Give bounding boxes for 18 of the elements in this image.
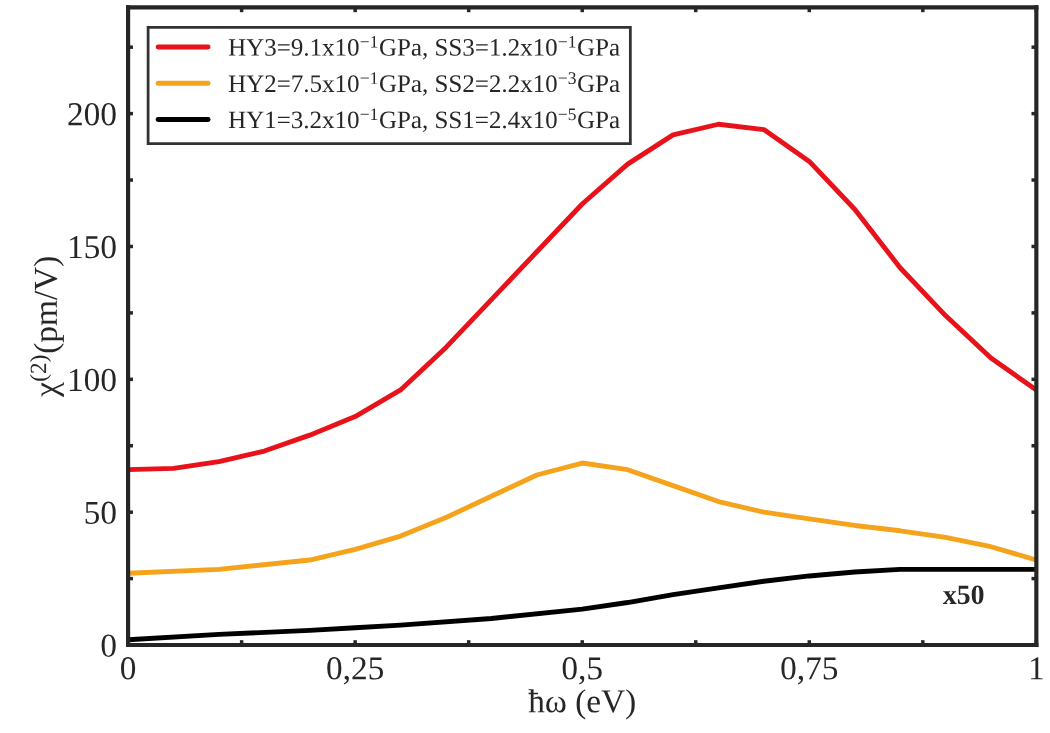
x-tick-label: 0,5 xyxy=(562,657,602,685)
line-series xyxy=(128,566,1037,643)
x-axis-title: ħω (eV) xyxy=(528,689,635,720)
y-tick-label: 150 xyxy=(69,235,116,259)
y-tick-label: 100 xyxy=(69,368,116,392)
line-series xyxy=(128,460,1037,576)
legend-label: HY2=7.5x10$^{−1}$GPa, SS2=2.2x10$^{−3}$GPa xyxy=(228,72,620,96)
legend-label: HY1=3.2x10$^{−1}$GPa, SS1=2.4x10$^{−5}$GPa xyxy=(228,108,620,132)
x-tick-label: 0 xyxy=(121,657,136,680)
x-tick-label: 0,25 xyxy=(327,657,384,685)
y-tick-label: 200 xyxy=(68,103,116,126)
x-tick-label: 0,75 xyxy=(781,657,838,685)
legend-label: HY3=9.1x10$^{−1}$GPa, SS3=1.2x10$^{−1}$GPa xyxy=(228,36,620,60)
y-tick-label: 0 xyxy=(101,634,116,657)
y-axis-title: χ$^{(2)}$(pm/V) xyxy=(29,257,64,397)
annotation: x50 xyxy=(942,585,984,605)
x-tick-label: 1 xyxy=(1030,657,1043,680)
y-tick-label: 50 xyxy=(85,501,116,525)
